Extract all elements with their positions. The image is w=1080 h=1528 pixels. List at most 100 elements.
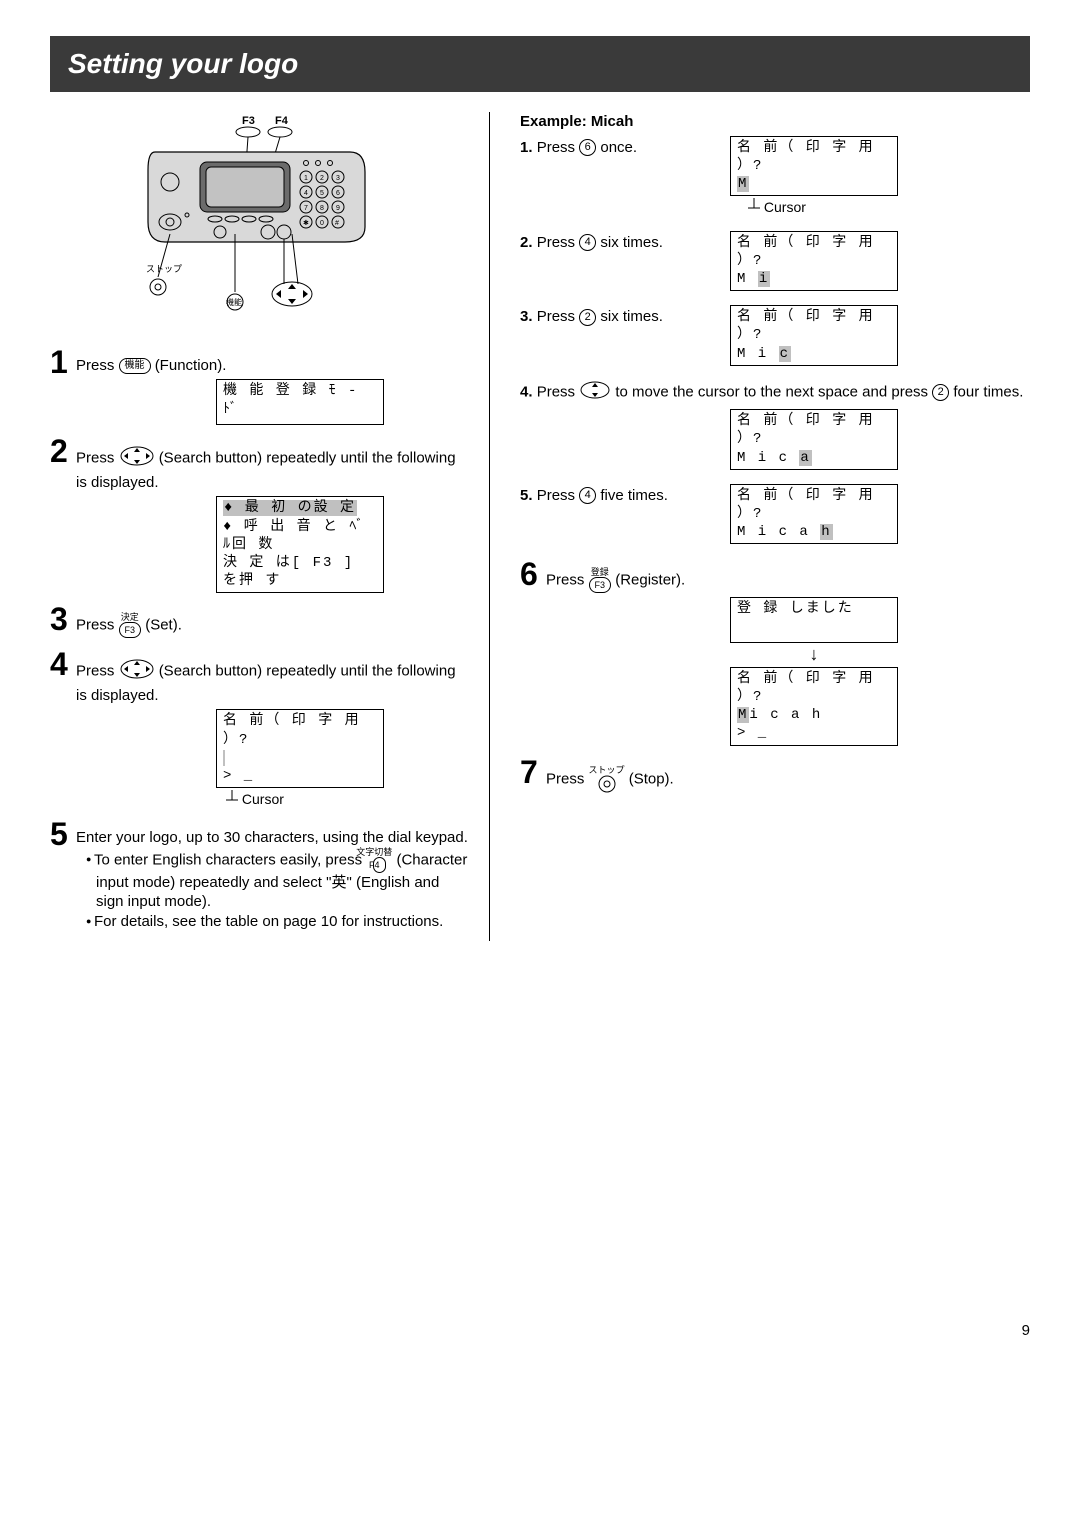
- lcd-line: ♦ 最 初 の設 定: [223, 500, 357, 516]
- lcd-line: 名 前（ 印 字 用 ）?: [737, 234, 891, 270]
- svg-text:5: 5: [320, 190, 324, 197]
- text: Press: [537, 487, 580, 504]
- step-num: 7: [520, 756, 546, 788]
- lcd-line: ♦ 呼 出 音 と ﾍﾞ ﾙ回 数: [223, 518, 377, 554]
- keypad-2-icon: 2: [932, 384, 949, 401]
- label-f4: F4: [275, 115, 289, 127]
- svg-text:0: 0: [320, 220, 324, 227]
- lcd-hl: i: [758, 271, 770, 287]
- lcd-line: 名 前（ 印 字 用 ）?: [737, 412, 891, 448]
- step-body: Press 決定 F3 (Set).: [76, 603, 469, 638]
- step-3: 3 Press 決定 F3 (Set).: [50, 603, 469, 638]
- page-title: Setting your logo: [50, 36, 1030, 92]
- example-heading: Example: Micah: [520, 112, 1030, 132]
- lcd-line: 名 前（ 印 字 用 ）?: [223, 712, 377, 748]
- svg-text:9: 9: [336, 205, 340, 212]
- step-body: Press (Search button) repeatedly until t…: [76, 435, 469, 593]
- right-column: Example: Micah 1. Press 6 once. 名 前（ 印 字…: [490, 112, 1030, 941]
- text: Press: [76, 617, 119, 634]
- example-step-5: 5. Press 4 five times. 名 前（ 印 字 用 ）? M i…: [520, 484, 1030, 545]
- text: Press: [76, 357, 119, 374]
- step-body: Press 登録 F3 (Register). 登 録 しました ↓ 名 前（ …: [546, 558, 1030, 745]
- lcd-line: M i c: [737, 450, 799, 466]
- step-6: 6 Press 登録 F3 (Register). 登 録 しました ↓ 名: [520, 558, 1030, 745]
- lcd-line: > _: [223, 767, 377, 785]
- bullet: To enter English characters easily, pres…: [86, 848, 469, 912]
- step-body: Press ストップ (Stop).: [546, 756, 1030, 793]
- step-7: 7 Press ストップ (Stop).: [520, 756, 1030, 793]
- keypad-6-icon: 6: [579, 139, 596, 156]
- step-num: 4: [50, 648, 76, 680]
- example-step-1: 1. Press 6 once. 名 前（ 印 字 用 ）? M Cursor: [520, 136, 1030, 217]
- text: once.: [600, 139, 637, 156]
- ex-num: 3.: [520, 308, 533, 325]
- text: six times.: [600, 308, 663, 325]
- lcd-line: [223, 750, 225, 766]
- svg-text:1: 1: [304, 175, 308, 182]
- svg-text:4: 4: [304, 190, 308, 197]
- f4-charmode-key-icon: 文字切替 F4: [366, 848, 392, 873]
- step-num: 5: [50, 818, 76, 850]
- lcd-display: 名 前（ 印 字 用 ）? M: [730, 136, 898, 197]
- example-step-2: 2. Press 4 six times. 名 前（ 印 字 用 ）? M i: [520, 231, 1030, 292]
- lcd-line: 名 前（ 印 字 用 ）?: [737, 487, 891, 523]
- text: Press: [537, 139, 580, 156]
- function-key-icon: 機能: [119, 358, 151, 374]
- lcd-display: 機 能 登 録 ﾓ - ﾄﾞ: [216, 379, 384, 425]
- text: Press: [76, 450, 119, 467]
- text: Press: [537, 234, 580, 251]
- step-4: 4 Press (Search button) repeatedly until…: [50, 648, 469, 808]
- step-body: Press 機能 (Function). 機 能 登 録 ﾓ - ﾄﾞ: [76, 346, 469, 426]
- step-num: 6: [520, 558, 546, 590]
- text: to move the cursor to the next space and…: [615, 383, 932, 400]
- keypad-4-icon: 4: [579, 487, 596, 504]
- svg-text:2: 2: [320, 175, 324, 182]
- svg-text:ストップ: ストップ: [146, 264, 182, 274]
- cursor-label: Cursor: [748, 198, 898, 216]
- step-num: 2: [50, 435, 76, 467]
- lcd-line: M i: [737, 346, 779, 362]
- f3-register-key-icon: 登録 F3: [589, 568, 612, 593]
- keypad-4-icon: 4: [579, 234, 596, 251]
- svg-text:機能: 機能: [226, 297, 242, 307]
- lcd-line: i c a h: [749, 707, 822, 723]
- lcd-line: M: [737, 271, 758, 287]
- lcd-hl: a: [799, 450, 811, 466]
- page-number: 9: [50, 1321, 1030, 1341]
- lcd-display: 名 前（ 印 字 用 ）? M i c a: [730, 409, 898, 470]
- text: (Stop).: [629, 770, 674, 787]
- step-2: 2 Press (Search button) repeatedly until…: [50, 435, 469, 593]
- text: (Set).: [145, 617, 182, 634]
- lcd-line: 機 能 登 録 ﾓ - ﾄﾞ: [223, 383, 358, 417]
- lcd-line: 登 録 しました: [737, 600, 891, 618]
- svg-text:#: #: [335, 220, 339, 227]
- text: (Register).: [615, 572, 685, 589]
- label-f3: F3: [242, 115, 255, 127]
- svg-text:8: 8: [320, 205, 324, 212]
- step-5: 5 Enter your logo, up to 30 characters, …: [50, 818, 469, 931]
- step-body: Enter your logo, up to 30 characters, us…: [76, 818, 469, 931]
- text: Press: [76, 663, 119, 680]
- lcd-display: 登 録 しました: [730, 597, 898, 643]
- search-button-icon: [119, 658, 155, 686]
- text: Press: [546, 572, 589, 589]
- keypad-2-icon: 2: [579, 309, 596, 326]
- down-arrow-icon: ↓: [730, 643, 898, 666]
- lcd-hl: h: [820, 524, 832, 540]
- content-columns: F3 F4: [50, 112, 1030, 941]
- lcd-line: M: [737, 176, 749, 192]
- text: five times.: [600, 487, 668, 504]
- text: six times.: [600, 234, 663, 251]
- lcd-line: 名 前（ 印 字 用 ）?: [737, 670, 891, 706]
- lcd-display: 名 前（ 印 字 用 ）? M i c: [730, 305, 898, 366]
- step-body: Press (Search button) repeatedly until t…: [76, 648, 469, 808]
- svg-text:7: 7: [304, 205, 308, 212]
- search-button-icon: [579, 380, 611, 406]
- lcd-display: 名 前（ 印 字 用 ）? > _: [216, 709, 384, 788]
- ex-num: 1.: [520, 139, 533, 156]
- ex-num: 5.: [520, 487, 533, 504]
- example-step-3: 3. Press 2 six times. 名 前（ 印 字 用 ）? M i …: [520, 305, 1030, 366]
- device-illustration: F3 F4: [50, 112, 469, 328]
- lcd-display: 名 前（ 印 字 用 ）? Mi c a h > _: [730, 667, 898, 746]
- text: Press: [537, 308, 580, 325]
